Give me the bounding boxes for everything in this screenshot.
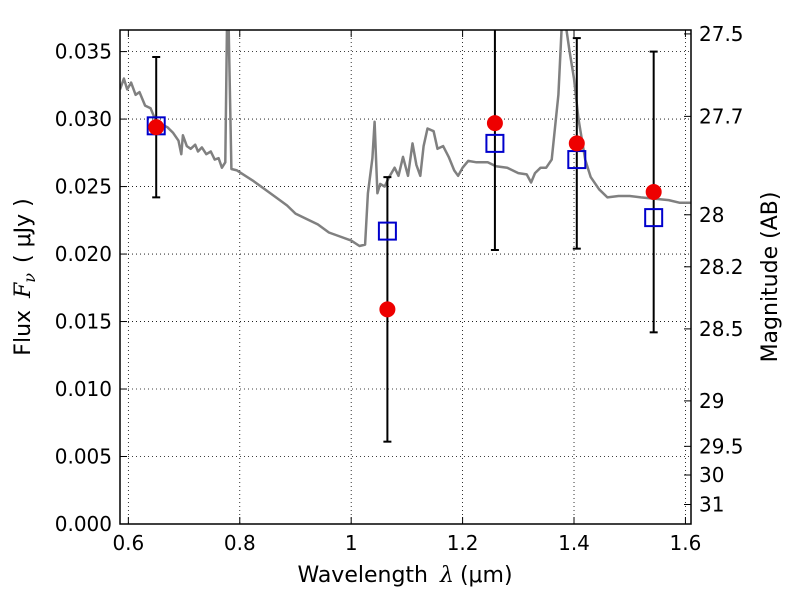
- observed-flux-marker: [148, 119, 165, 136]
- x-tick-label: 1.6: [670, 531, 702, 555]
- y2-tick-label: 27.7: [699, 104, 744, 128]
- plot-frame: [119, 29, 692, 525]
- y-tick-label: 0.005: [55, 445, 112, 469]
- x-axis-unit: (μm): [460, 563, 513, 588]
- x-axis-title-prefix: Wavelength: [297, 563, 428, 588]
- model-photometry-marker: [644, 208, 664, 228]
- x-tick-label: 1: [345, 531, 358, 555]
- y2-tick-label: 28.5: [699, 317, 744, 341]
- x-tick-label: 0.8: [224, 531, 256, 555]
- observed-flux-marker: [645, 183, 662, 200]
- y2-tick-label: 29.5: [699, 434, 744, 458]
- x-axis-title: Wavelength λ (μm): [297, 563, 512, 588]
- y-axis-subscript: ν: [20, 273, 39, 283]
- y-tick-label: 0.030: [55, 107, 112, 131]
- x-axis-symbol: λ: [439, 563, 454, 588]
- model-spectrum-layer: [120, 30, 691, 248]
- y2-tick-label: 27.5: [699, 22, 744, 46]
- model-photometry-marker: [377, 221, 397, 241]
- y-tick-label: 0.015: [55, 310, 112, 334]
- y-axis-unit: ( μJy ): [11, 198, 36, 263]
- y-tick-label: 0.025: [55, 175, 112, 199]
- y2-tick-label: 28: [699, 203, 724, 227]
- y-tick-label: 0.010: [55, 377, 112, 401]
- y2-tick-label: 29: [699, 389, 724, 413]
- y-axis-title-prefix: Flux: [11, 310, 36, 356]
- y-axis-symbol: F: [11, 282, 36, 299]
- ticks: 0.6 0.8 1 1.2 1.4 1.6 0.000 0.005 0.010 0.015 0.02…: [55, 22, 744, 555]
- y-tick-label: 0.000: [55, 512, 112, 536]
- y2-tick-label: 28.2: [699, 255, 744, 279]
- observed-flux-marker: [568, 135, 585, 152]
- model-spectrum-line: [120, 30, 691, 248]
- x-tick-label: 0.6: [112, 531, 144, 555]
- y-tick-label: 0.020: [55, 242, 112, 266]
- x-tick-label: 1.2: [447, 531, 479, 555]
- y2-axis-title: Magnitude (AB): [758, 192, 783, 363]
- plot-background: [120, 30, 691, 524]
- y2-tick-label: 30: [699, 463, 724, 487]
- y2-tick-label: 31: [699, 492, 724, 516]
- model-photometry-marker: [485, 133, 505, 153]
- y-axis-title: Flux Fν ( μJy ): [11, 198, 39, 355]
- observed-flux-marker: [379, 301, 396, 318]
- x-tick-label: 1.4: [558, 531, 590, 555]
- marker-layer: [146, 115, 664, 318]
- y-tick-label: 0.035: [55, 40, 112, 64]
- observed-flux-marker: [486, 115, 503, 132]
